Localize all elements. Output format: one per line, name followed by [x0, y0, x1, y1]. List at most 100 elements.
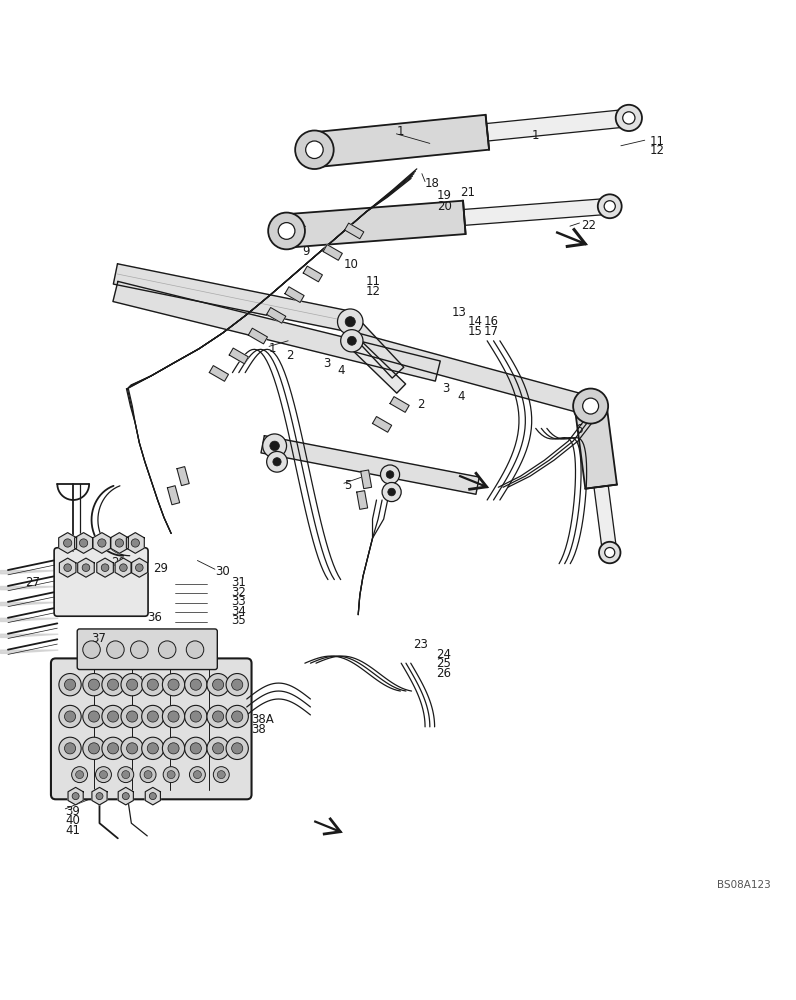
- Circle shape: [583, 398, 599, 414]
- Polygon shape: [111, 533, 128, 553]
- Text: 41: 41: [65, 824, 80, 837]
- Circle shape: [616, 105, 642, 131]
- Circle shape: [147, 679, 158, 690]
- Text: 14: 14: [468, 315, 483, 328]
- FancyBboxPatch shape: [77, 629, 217, 670]
- Circle shape: [64, 679, 76, 690]
- Circle shape: [207, 737, 229, 759]
- Circle shape: [83, 705, 105, 728]
- Text: 21: 21: [460, 186, 475, 199]
- Circle shape: [185, 705, 207, 728]
- Circle shape: [306, 141, 323, 159]
- Circle shape: [345, 317, 355, 327]
- Polygon shape: [347, 336, 406, 393]
- Text: 20: 20: [437, 200, 452, 213]
- Text: 25: 25: [436, 657, 451, 670]
- Circle shape: [604, 201, 615, 212]
- Circle shape: [263, 434, 287, 458]
- Text: 4: 4: [338, 364, 345, 377]
- Circle shape: [101, 564, 109, 571]
- FancyBboxPatch shape: [51, 658, 252, 799]
- Circle shape: [226, 737, 248, 759]
- Circle shape: [59, 737, 81, 759]
- Circle shape: [185, 737, 207, 759]
- Circle shape: [190, 711, 201, 722]
- Circle shape: [341, 330, 363, 352]
- Polygon shape: [113, 281, 440, 381]
- FancyBboxPatch shape: [54, 548, 148, 616]
- Text: 4: 4: [457, 390, 464, 403]
- Text: 2: 2: [417, 398, 424, 411]
- Circle shape: [270, 441, 279, 451]
- Text: 28: 28: [111, 556, 127, 569]
- Circle shape: [122, 771, 130, 779]
- Text: 10: 10: [344, 258, 359, 271]
- Text: 22: 22: [581, 219, 596, 232]
- Polygon shape: [93, 533, 111, 553]
- Polygon shape: [59, 533, 76, 553]
- Text: 32: 32: [231, 586, 246, 599]
- Circle shape: [64, 564, 72, 571]
- Circle shape: [142, 705, 164, 728]
- Circle shape: [107, 743, 119, 754]
- Polygon shape: [267, 308, 286, 323]
- Polygon shape: [92, 787, 107, 805]
- Circle shape: [83, 674, 105, 696]
- Text: 13: 13: [451, 306, 466, 319]
- Circle shape: [98, 539, 106, 547]
- Circle shape: [226, 674, 248, 696]
- Text: 37: 37: [92, 632, 107, 645]
- Text: 30: 30: [215, 565, 230, 578]
- Polygon shape: [486, 109, 630, 141]
- Circle shape: [213, 711, 224, 722]
- Text: 26: 26: [436, 667, 451, 680]
- Text: 33: 33: [231, 595, 246, 608]
- Text: 8: 8: [288, 234, 295, 247]
- Circle shape: [193, 771, 201, 779]
- Polygon shape: [357, 491, 368, 509]
- Text: 34: 34: [231, 605, 246, 618]
- Circle shape: [163, 767, 179, 783]
- Circle shape: [232, 679, 243, 690]
- Circle shape: [59, 705, 81, 728]
- Circle shape: [226, 705, 248, 728]
- Polygon shape: [464, 198, 611, 225]
- Text: 39: 39: [65, 805, 80, 818]
- Polygon shape: [167, 486, 180, 505]
- Circle shape: [386, 471, 394, 478]
- Circle shape: [80, 539, 88, 547]
- Circle shape: [144, 771, 152, 779]
- Polygon shape: [113, 264, 353, 332]
- Circle shape: [207, 705, 229, 728]
- Circle shape: [115, 539, 123, 547]
- Circle shape: [168, 743, 179, 754]
- Circle shape: [88, 679, 100, 690]
- Polygon shape: [261, 436, 479, 494]
- Circle shape: [82, 564, 90, 571]
- Polygon shape: [118, 787, 134, 805]
- Circle shape: [232, 743, 243, 754]
- Circle shape: [147, 711, 158, 722]
- Text: 3: 3: [323, 357, 330, 370]
- Circle shape: [186, 641, 204, 658]
- Circle shape: [142, 737, 164, 759]
- Circle shape: [622, 112, 635, 124]
- Circle shape: [96, 767, 111, 783]
- Text: 6: 6: [575, 423, 582, 436]
- Text: 42: 42: [126, 680, 141, 693]
- Polygon shape: [229, 348, 248, 364]
- Circle shape: [598, 194, 622, 218]
- Circle shape: [102, 674, 124, 696]
- Text: 1: 1: [532, 129, 539, 142]
- Text: 36: 36: [147, 611, 162, 624]
- Polygon shape: [361, 470, 372, 489]
- Text: 12: 12: [650, 144, 665, 157]
- Text: 40: 40: [65, 814, 80, 827]
- Text: 38A: 38A: [252, 713, 275, 726]
- Circle shape: [213, 679, 224, 690]
- Circle shape: [267, 451, 287, 472]
- Circle shape: [190, 743, 201, 754]
- Circle shape: [64, 711, 76, 722]
- Circle shape: [64, 743, 76, 754]
- Text: 1: 1: [269, 342, 276, 355]
